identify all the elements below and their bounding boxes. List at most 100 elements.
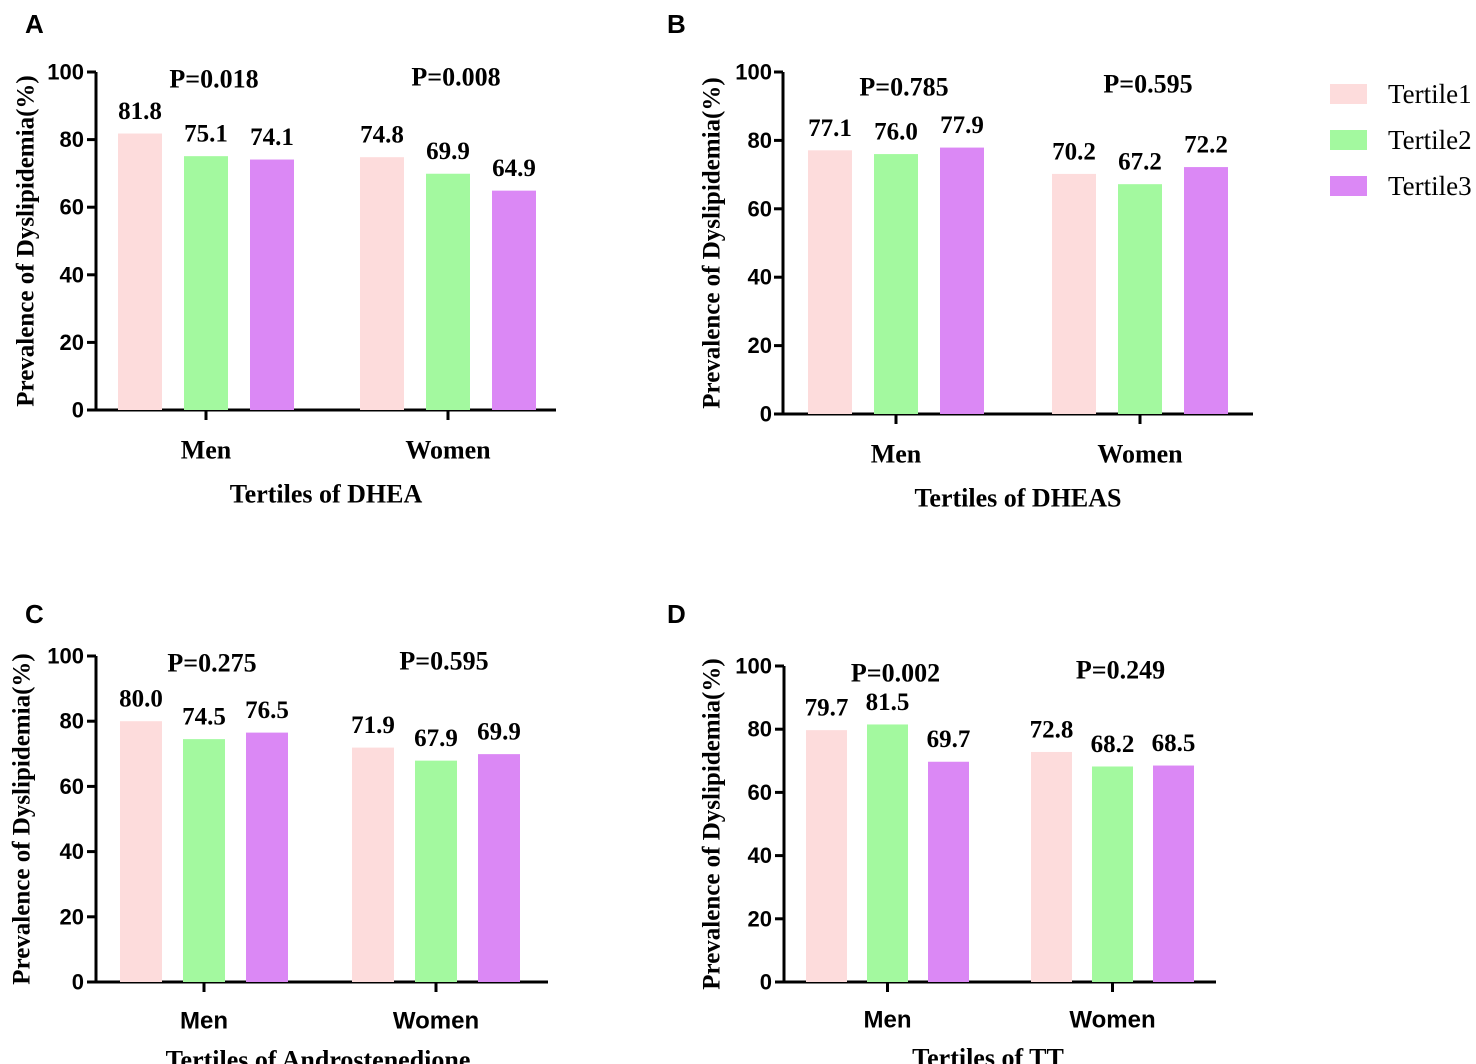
- x-axis-label: Tertiles of TT: [912, 1044, 1064, 1064]
- y-axis-label: Prevalence of Dyslipidemia(%): [13, 75, 40, 406]
- bar-tertile1: [808, 150, 852, 414]
- y-tick-label: 80: [748, 128, 772, 153]
- data-label: 76.0: [874, 119, 918, 146]
- legend-label: Tertile1: [1388, 79, 1472, 109]
- bar-tertile1: [360, 157, 404, 410]
- bar-tertile2: [184, 156, 228, 410]
- data-label: 72.2: [1184, 132, 1228, 159]
- data-label: 69.9: [477, 719, 521, 746]
- data-label: 77.1: [808, 115, 852, 142]
- p-value-label: P=0.595: [1103, 70, 1192, 99]
- bar-tertile1: [118, 133, 162, 411]
- legend-swatch-tertile3: [1330, 176, 1367, 196]
- y-tick-label: 40: [748, 843, 772, 868]
- category-label: Women: [405, 436, 491, 465]
- y-tick-label: 20: [60, 330, 84, 355]
- bar-tertile2: [426, 173, 470, 410]
- y-tick-label: 40: [60, 262, 84, 287]
- data-label: 81.5: [866, 689, 910, 716]
- category-label: Women: [1097, 440, 1183, 469]
- bar-tertile2: [415, 760, 457, 982]
- data-label: 69.9: [426, 138, 470, 165]
- y-tick-label: 60: [60, 774, 84, 799]
- data-label: 75.1: [184, 121, 228, 148]
- y-tick-label: 80: [60, 709, 84, 734]
- bar-tertile1: [120, 721, 162, 982]
- y-axis-label: Prevalence of Dyslipidemia(%): [9, 653, 36, 984]
- y-tick-label: 20: [60, 904, 84, 929]
- category-label: Women: [1069, 1007, 1155, 1034]
- y-axis-label: Prevalence of Dyslipidemia(%): [699, 658, 726, 989]
- category-label: Men: [864, 1007, 912, 1034]
- y-tick-label: 60: [748, 196, 772, 221]
- p-value-label: P=0.002: [851, 659, 940, 688]
- panel-letter: B: [667, 9, 686, 39]
- y-tick-label: 0: [760, 970, 772, 995]
- data-label: 69.7: [927, 726, 971, 753]
- bar-tertile3: [928, 761, 969, 982]
- bar-tertile3: [1153, 765, 1194, 982]
- data-label: 71.9: [351, 712, 395, 739]
- y-tick-label: 20: [748, 906, 772, 931]
- y-tick-label: 20: [748, 333, 772, 358]
- category-label: Men: [181, 436, 232, 465]
- legend-label: Tertile2: [1388, 125, 1472, 155]
- bar-tertile3: [250, 159, 294, 410]
- data-label: 64.9: [492, 155, 536, 182]
- panel-letter: A: [25, 9, 44, 39]
- p-value-label: P=0.595: [399, 647, 488, 676]
- y-axis-label: Prevalence of Dyslipidemia(%): [699, 77, 726, 408]
- data-label: 67.2: [1118, 149, 1162, 176]
- bar-tertile1: [352, 747, 394, 982]
- y-tick-label: 100: [47, 644, 84, 669]
- p-value-label: P=0.785: [859, 73, 948, 102]
- legend-swatch-tertile2: [1330, 130, 1367, 150]
- panel-letter: D: [667, 599, 686, 629]
- category-label: Men: [871, 440, 922, 469]
- bar-tertile2: [874, 154, 918, 414]
- bar-tertile3: [940, 147, 984, 414]
- y-tick-label: 40: [748, 265, 772, 290]
- bar-tertile3: [478, 754, 520, 982]
- data-label: 74.5: [182, 704, 226, 731]
- y-tick-label: 80: [748, 717, 772, 742]
- data-label: 77.9: [940, 112, 984, 139]
- bar-tertile1: [1052, 173, 1096, 414]
- bar-tertile3: [246, 732, 288, 982]
- y-tick-label: 100: [47, 60, 84, 85]
- y-tick-label: 0: [72, 970, 84, 995]
- category-label: Women: [393, 1008, 479, 1035]
- bar-tertile2: [867, 724, 908, 982]
- p-value-label: P=0.008: [411, 63, 500, 92]
- data-label: 68.5: [1152, 730, 1196, 757]
- bar-tertile2: [1092, 766, 1133, 982]
- y-tick-label: 100: [735, 60, 772, 85]
- y-tick-label: 80: [60, 127, 84, 152]
- x-axis-label: Tertiles of DHEAS: [914, 484, 1121, 513]
- data-label: 67.9: [414, 725, 458, 752]
- category-label: Men: [180, 1008, 228, 1035]
- panel-letter: C: [25, 599, 44, 629]
- y-tick-label: 60: [748, 780, 772, 805]
- bar-tertile2: [183, 739, 225, 982]
- y-tick-label: 0: [760, 402, 772, 427]
- data-label: 79.7: [805, 695, 849, 722]
- p-value-label: P=0.249: [1076, 656, 1165, 685]
- x-axis-label: Tertiles of DHEA: [230, 480, 423, 509]
- bar-tertile3: [492, 190, 536, 410]
- y-tick-label: 40: [60, 839, 84, 864]
- x-axis-label: Tertiles of Androstenedione: [166, 1046, 471, 1064]
- p-value-label: P=0.018: [169, 65, 258, 94]
- bar-tertile2: [1118, 184, 1162, 414]
- bar-tertile3: [1184, 167, 1228, 414]
- data-label: 76.5: [245, 697, 289, 724]
- data-label: 68.2: [1091, 731, 1135, 758]
- y-tick-label: 0: [72, 398, 84, 423]
- data-label: 74.1: [250, 124, 294, 151]
- p-value-label: P=0.275: [167, 649, 256, 678]
- legend-swatch-tertile1: [1330, 84, 1367, 104]
- bar-tertile1: [1031, 751, 1072, 982]
- data-label: 81.8: [118, 98, 162, 125]
